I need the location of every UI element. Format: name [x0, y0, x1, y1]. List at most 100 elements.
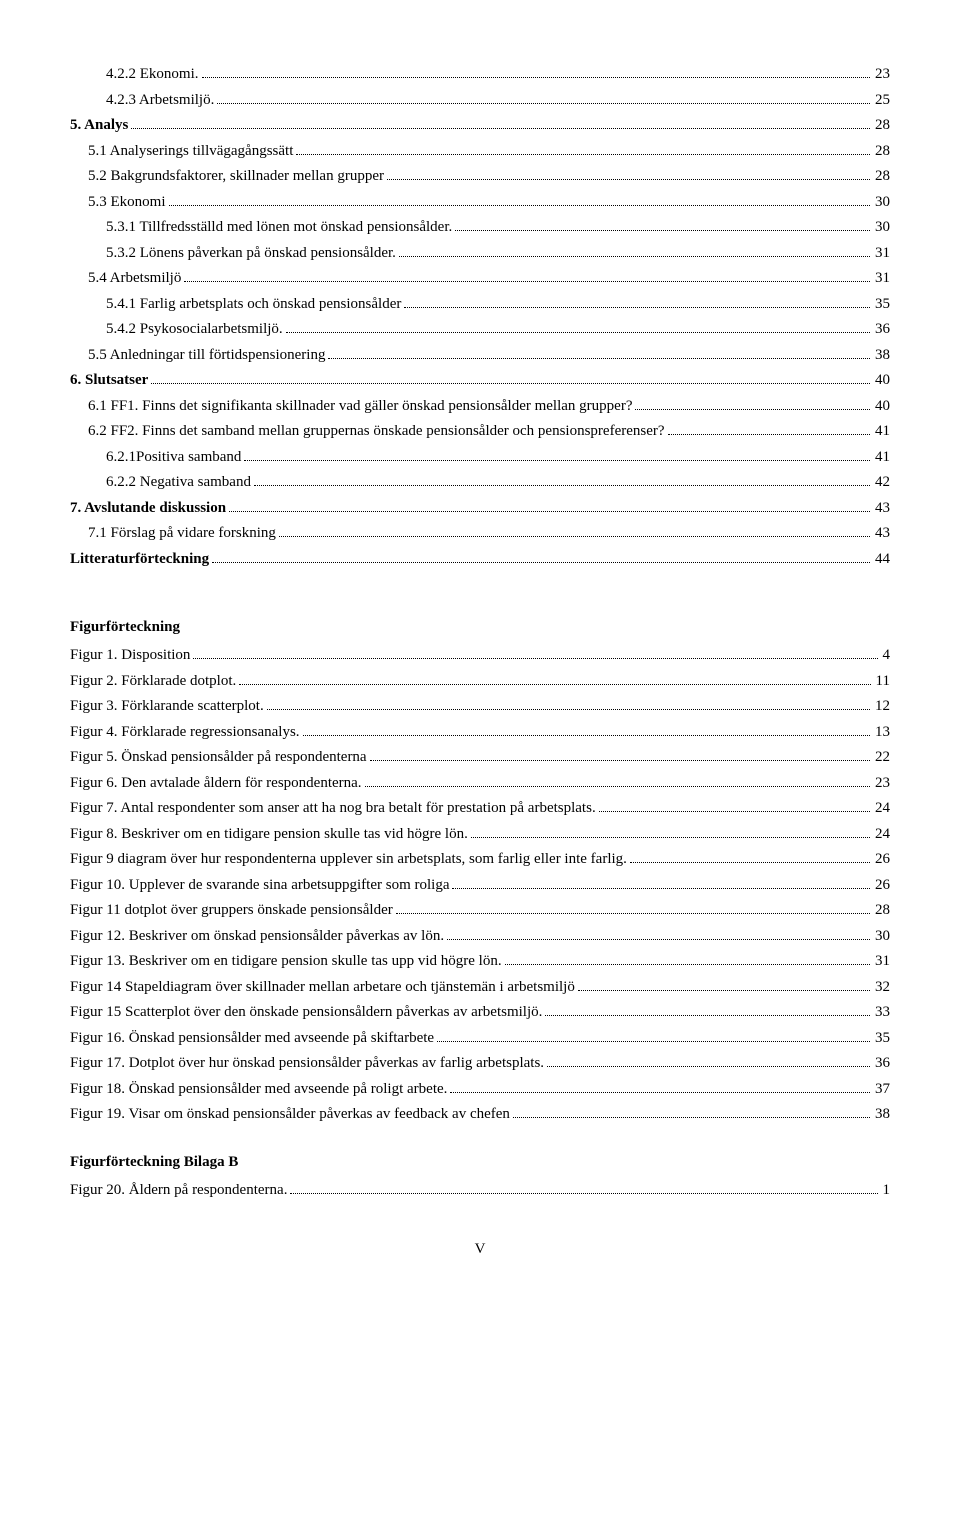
toc-entry-label: Figur 19. Visar om önskad pensionsålder … [70, 1103, 510, 1126]
toc-entry: 6.1 FF1. Finns det signifikanta skillnad… [70, 395, 890, 418]
toc-entry-page: 36 [873, 318, 890, 341]
toc-entry-label: Figur 18. Önskad pensionsålder med avsee… [70, 1078, 447, 1101]
toc-entry-page: 30 [873, 925, 890, 948]
toc-entry-label: 7. Avslutande diskussion [70, 497, 226, 520]
toc-leader-dots [212, 548, 870, 563]
toc-entry: Figur 12. Beskriver om önskad pensionsål… [70, 925, 890, 948]
toc-leader-dots [365, 772, 870, 787]
toc-entry: Figur 1. Disposition4 [70, 644, 890, 667]
toc-leader-dots [437, 1027, 870, 1042]
toc-entry-label: 5.1 Analyserings tillvägagångssätt [70, 140, 293, 163]
toc-entry: 5.4.2 Psykosocialarbetsmiljö.36 [70, 318, 890, 341]
toc-entry: 7. Avslutande diskussion 43 [70, 497, 890, 520]
toc-leader-dots [370, 747, 870, 762]
toc-entry-label: 6.1 FF1. Finns det signifikanta skillnad… [70, 395, 632, 418]
toc-leader-dots [668, 421, 870, 436]
toc-entry-label: Figur 14 Stapeldiagram över skillnader m… [70, 976, 575, 999]
toc-entry: Figur 19. Visar om önskad pensionsålder … [70, 1103, 890, 1126]
toc-entry-label: Figur 5. Önskad pensionsålder på respond… [70, 746, 367, 769]
toc-entry-label: 6.2.1Positiva samband [70, 446, 241, 469]
toc-entry-page: 43 [873, 522, 890, 545]
toc-entry-label: Figur 4. Förklarade regressionsanalys. [70, 721, 300, 744]
toc-entry-label: Figur 16. Önskad pensionsålder med avsee… [70, 1027, 434, 1050]
toc-entry-page: 13 [873, 721, 890, 744]
toc-entry-page: 31 [873, 950, 890, 973]
toc-leader-dots [286, 319, 870, 334]
toc-entry-page: 24 [873, 823, 890, 846]
toc-entry-label: 5.4.1 Farlig arbetsplats och önskad pens… [70, 293, 401, 316]
toc-entry-page: 32 [873, 976, 890, 999]
toc-entry-page: 23 [873, 772, 890, 795]
toc-entry: Figur 14 Stapeldiagram över skillnader m… [70, 976, 890, 999]
toc-entry-page: 1 [881, 1179, 891, 1202]
toc-entry: 5.5 Anledningar till förtidspensionering… [70, 344, 890, 367]
toc-leader-dots [578, 976, 870, 991]
toc-entry-label: 5.3 Ekonomi [70, 191, 166, 214]
toc-leader-dots [513, 1104, 870, 1119]
toc-entry-label: Figur 9 diagram över hur respondenterna … [70, 848, 627, 871]
toc-entry: Figur 5. Önskad pensionsålder på respond… [70, 746, 890, 769]
toc-leader-dots [455, 217, 870, 232]
toc-entry-label: Figur 1. Disposition [70, 644, 190, 667]
toc-entry-page: 22 [873, 746, 890, 769]
toc-leader-dots [404, 293, 870, 308]
toc-leader-dots [399, 242, 870, 257]
toc-entry-page: 38 [873, 344, 890, 367]
toc-entry-page: 40 [873, 395, 890, 418]
toc-leader-dots [630, 849, 870, 864]
toc-entry-label: 4.2.3 Arbetsmiljö. [70, 89, 214, 112]
toc-entry-page: 35 [873, 293, 890, 316]
toc-entry: Figur 2. Förklarade dotplot.11 [70, 670, 890, 693]
toc-entry-label: Figur 8. Beskriver om en tidigare pensio… [70, 823, 468, 846]
toc-entry: Figur 10. Upplever de svarande sina arbe… [70, 874, 890, 897]
toc-entry-page: 26 [873, 848, 890, 871]
toc-entry-page: 30 [873, 216, 890, 239]
toc-entry-page: 35 [873, 1027, 890, 1050]
toc-leader-dots [169, 191, 871, 206]
page-number: V [70, 1241, 890, 1258]
toc-entry-page: 43 [873, 497, 890, 520]
toc-entry: 5.3.2 Lönens påverkan på önskad pensions… [70, 242, 890, 265]
toc-entry-label: 6. Slutsatser [70, 369, 148, 392]
toc-entry-label: Figur 17. Dotplot över hur önskad pensio… [70, 1052, 544, 1075]
toc-entry-page: 23 [873, 63, 890, 86]
toc-entry: 6.2.2 Negativa samband42 [70, 471, 890, 494]
toc-leader-dots [254, 472, 870, 487]
toc-leader-dots [471, 823, 870, 838]
toc-entry-label: Figur 6. Den avtalade åldern för respond… [70, 772, 362, 795]
toc-leader-dots [599, 798, 870, 813]
toc-leader-dots [151, 370, 870, 385]
toc-entry-label: Figur 15 Scatterplot över den önskade pe… [70, 1001, 542, 1024]
toc-entry: 5.4.1 Farlig arbetsplats och önskad pens… [70, 293, 890, 316]
toc-entry: 5.2 Bakgrundsfaktorer, skillnader mellan… [70, 165, 890, 188]
toc-leader-dots [447, 925, 870, 940]
toc-leader-dots [296, 140, 870, 155]
bilaga-heading: Figurförteckning Bilaga B [70, 1154, 890, 1171]
toc-entry: 6. Slutsatser 40 [70, 369, 890, 392]
toc-entry-label: 4.2.2 Ekonomi. [70, 63, 199, 86]
toc-entry-page: 11 [874, 670, 890, 693]
toc-entry-page: 40 [873, 369, 890, 392]
toc-entry: 5.4 Arbetsmiljö31 [70, 267, 890, 290]
toc-entry: Figur 18. Önskad pensionsålder med avsee… [70, 1078, 890, 1101]
toc-entry: 6.2.1Positiva samband 41 [70, 446, 890, 469]
toc-main: 4.2.2 Ekonomi.234.2.3 Arbetsmiljö.255. A… [70, 63, 890, 570]
toc-leader-dots [547, 1053, 870, 1068]
toc-entry: Figur 3. Förklarande scatterplot.12 [70, 695, 890, 718]
toc-leader-dots [193, 645, 877, 660]
toc-leader-dots [396, 900, 870, 915]
toc-entry: Figur 13. Beskriver om en tidigare pensi… [70, 950, 890, 973]
toc-entry-page: 41 [873, 446, 890, 469]
toc-entry-label: 5.2 Bakgrundsfaktorer, skillnader mellan… [70, 165, 384, 188]
toc-entry-page: 31 [873, 242, 890, 265]
toc-leader-dots [452, 874, 870, 889]
toc-entry-label: 6.2.2 Negativa samband [70, 471, 251, 494]
toc-leader-dots [545, 1002, 870, 1017]
toc-leader-dots [450, 1078, 870, 1093]
toc-entry-label: Figur 10. Upplever de svarande sina arbe… [70, 874, 449, 897]
toc-bilaga: Figur 20. Åldern på respondenterna.1 [70, 1179, 890, 1202]
toc-entry-label: Figur 7. Antal respondenter som anser at… [70, 797, 596, 820]
toc-entry: 5. Analys28 [70, 114, 890, 137]
toc-entry-label: 5.4 Arbetsmiljö [70, 267, 181, 290]
figure-list-heading: Figurförteckning [70, 619, 890, 636]
